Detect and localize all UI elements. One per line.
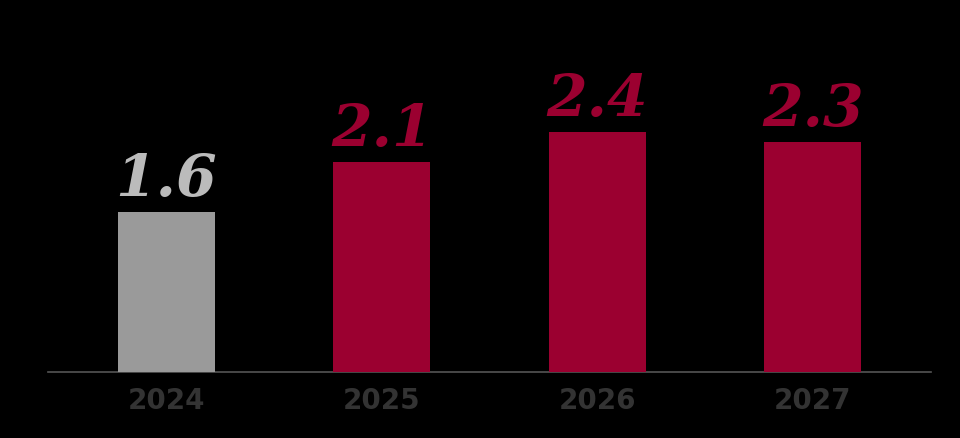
Text: 1.6: 1.6 [115,152,217,208]
Text: 2.3: 2.3 [762,82,864,138]
Bar [764,142,861,372]
Text: 2.1: 2.1 [331,102,433,159]
Bar [118,212,215,372]
Text: 2.4: 2.4 [546,72,648,128]
Bar [549,133,646,372]
Bar [333,162,430,372]
